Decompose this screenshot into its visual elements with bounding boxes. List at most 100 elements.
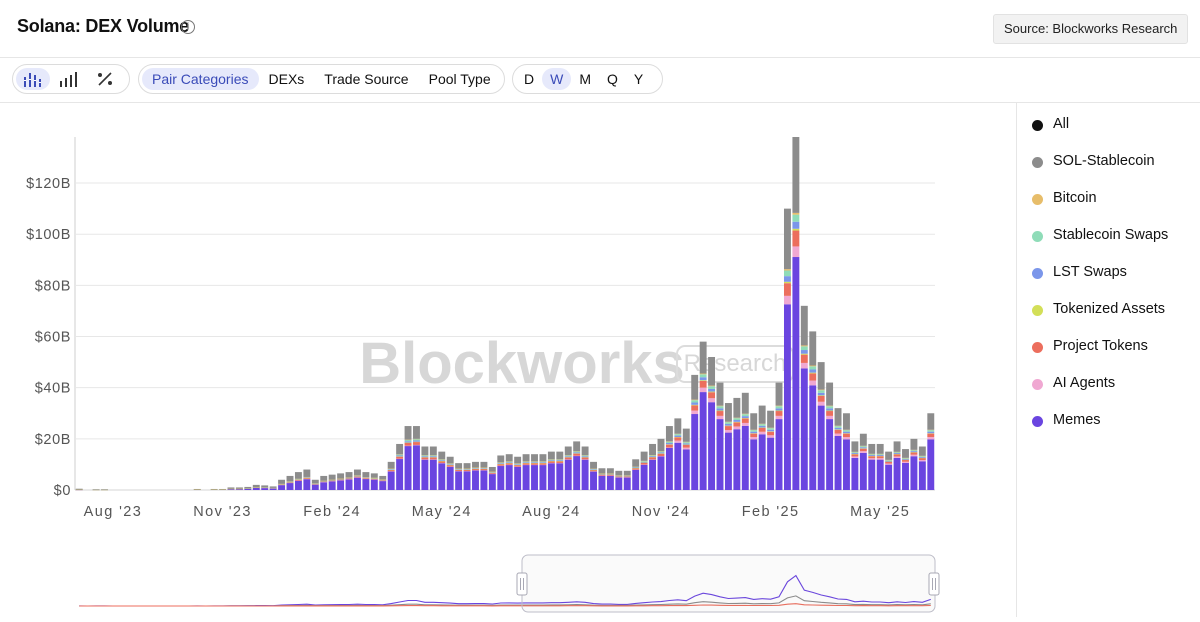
legend-item-project-tokens[interactable]: Project Tokens <box>1030 338 1190 375</box>
legend-item-bitcoin[interactable]: Bitcoin <box>1030 190 1190 227</box>
bar-segment <box>801 368 808 490</box>
bar-segment <box>801 345 808 346</box>
bar-segment <box>658 451 665 452</box>
bar-segment <box>733 426 740 429</box>
bar-segment <box>480 462 487 468</box>
x-tick-label: Nov '24 <box>632 504 691 520</box>
bar-segment <box>447 464 454 465</box>
navigator-handle[interactable] <box>929 573 939 595</box>
bar-segment <box>379 481 386 490</box>
bar-segment <box>599 468 606 473</box>
legend-item-all[interactable]: All <box>1030 116 1190 153</box>
bar-segment <box>674 437 681 440</box>
bar-segment <box>860 453 867 490</box>
bar-segment <box>514 467 521 490</box>
bar-segment <box>582 460 589 490</box>
bar-segment <box>691 405 698 406</box>
bar-segment <box>826 410 833 411</box>
interval-q[interactable]: Q <box>599 68 626 90</box>
bar-segment <box>362 479 369 490</box>
bar-segment <box>750 434 757 437</box>
bar-segment <box>590 471 597 490</box>
bar-segment <box>860 434 867 446</box>
bar-segment <box>548 452 555 460</box>
tab-pool-type[interactable]: Pool Type <box>419 68 501 90</box>
legend-item-stablecoin-swaps[interactable]: Stablecoin Swaps <box>1030 227 1190 264</box>
info-icon[interactable]: i <box>181 20 195 34</box>
bar-segment <box>809 366 816 369</box>
bar-segment <box>767 411 774 428</box>
navigator-handle[interactable] <box>517 573 527 595</box>
legend-item-sol-stablecoin[interactable]: SOL-Stablecoin <box>1030 153 1190 190</box>
interval-d[interactable]: D <box>516 68 542 90</box>
bar-segment <box>480 470 487 490</box>
bar-segment <box>708 386 715 387</box>
bar-segment <box>894 456 901 457</box>
bar-segment <box>674 434 681 435</box>
bar-segment <box>843 432 850 434</box>
bar-segment <box>708 398 715 402</box>
legend-item-lst-swaps[interactable]: LST Swaps <box>1030 264 1190 301</box>
y-tick-label: $100B <box>26 227 71 243</box>
bar-segment <box>590 462 597 469</box>
bar-segment <box>835 436 842 490</box>
bar-segment <box>792 222 799 229</box>
tab-dexs[interactable]: DEXs <box>259 68 315 90</box>
bar-segment <box>885 461 892 462</box>
interval-y[interactable]: Y <box>626 68 651 90</box>
bar-segment <box>767 438 774 490</box>
legend-item-tokenized-assets[interactable]: Tokenized Assets <box>1030 301 1190 338</box>
bar-segment <box>674 441 681 443</box>
bar-segment <box>421 460 428 490</box>
bar-segment <box>868 456 875 458</box>
bar-segment <box>362 472 369 477</box>
bar-segment <box>548 460 555 461</box>
bar-segment <box>843 413 850 429</box>
bar-segment <box>725 422 732 424</box>
bar-segment <box>691 403 698 405</box>
bar-segment <box>902 449 909 458</box>
legend-item-memes[interactable]: Memes <box>1030 412 1190 449</box>
bar-segment <box>430 457 437 459</box>
bar-segment <box>371 473 378 477</box>
bar-segment <box>346 479 353 490</box>
bar-segment <box>927 434 934 437</box>
interval-w[interactable]: W <box>542 68 571 90</box>
bar-segment <box>919 447 926 456</box>
range-navigator[interactable] <box>79 555 939 612</box>
bar-segment <box>767 428 774 430</box>
bar-segment <box>641 465 648 490</box>
bar-segment <box>894 441 901 451</box>
legend-label: Stablecoin Swaps <box>1053 227 1168 243</box>
bar-segment <box>708 389 715 392</box>
tab-trade-source[interactable]: Trade Source <box>314 68 418 90</box>
source-badge: Source: Blockworks Research <box>993 14 1188 44</box>
bar-segment <box>818 393 825 396</box>
stacked-bar-chart-icon[interactable] <box>16 68 50 90</box>
bar-segment <box>506 465 513 490</box>
bar-segment <box>733 420 740 422</box>
bar-segment <box>700 374 707 375</box>
bar-segment <box>868 460 875 490</box>
bar-segment <box>447 467 454 490</box>
legend-label: Project Tokens <box>1053 338 1148 354</box>
bar-segment <box>708 402 715 490</box>
bar-segment <box>851 458 858 490</box>
interval-m[interactable]: M <box>571 68 599 90</box>
tab-pair-categories[interactable]: Pair Categories <box>142 68 259 90</box>
bar-segment <box>708 392 715 398</box>
bar-segment <box>683 445 690 448</box>
bar-segment <box>742 416 749 418</box>
bar-segment <box>818 395 825 396</box>
bar-segment <box>717 406 724 407</box>
percent-icon[interactable] <box>88 68 122 90</box>
bar-chart-icon[interactable] <box>52 68 86 90</box>
bar-segment <box>700 377 707 380</box>
bar-segment <box>776 383 783 406</box>
bar-segment <box>784 282 791 283</box>
bar-segment <box>641 452 648 461</box>
bar-segment <box>211 489 218 490</box>
bar-segment <box>497 466 504 490</box>
bar-segment <box>868 458 875 459</box>
legend-item-ai-agents[interactable]: AI Agents <box>1030 375 1190 412</box>
